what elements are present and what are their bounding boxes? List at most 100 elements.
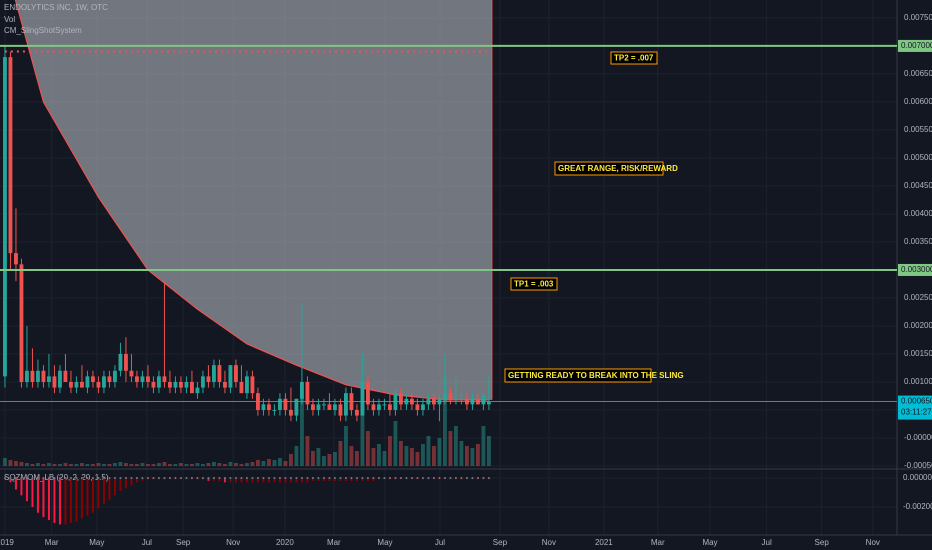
volume-bar	[47, 463, 51, 466]
x-tick-label: Jul	[435, 538, 445, 547]
squeeze-dot	[487, 476, 490, 479]
squeeze-dot	[185, 476, 188, 479]
candle-body	[316, 404, 321, 410]
indicator-name: CM_SlingShotSystem	[4, 26, 82, 35]
y-tick-label: -0.000000	[904, 433, 932, 442]
volume-bar	[118, 462, 123, 466]
volume-bar	[377, 444, 381, 466]
squeeze-dot	[218, 476, 221, 479]
candle-body	[25, 370, 29, 382]
oscillator-bar	[14, 477, 17, 490]
oscillator-bar	[20, 477, 23, 496]
volume-bar	[448, 431, 453, 466]
candle-body	[305, 381, 310, 405]
volume-bar	[481, 426, 486, 466]
x-tick-label: 2021	[595, 538, 613, 547]
y-tick-label: 0.001000	[904, 377, 932, 386]
oscillator-bar	[86, 477, 89, 516]
x-tick-label: Sep	[815, 538, 830, 547]
squeeze-dot	[339, 476, 342, 479]
squeeze-dot	[157, 476, 160, 479]
oscillator-bar	[229, 477, 232, 483]
volume-bar	[30, 464, 35, 466]
candle-body	[91, 376, 95, 382]
candle-body	[19, 264, 24, 382]
oscillator-bar	[267, 477, 270, 483]
volume-bar	[206, 463, 211, 466]
volume-bar	[256, 460, 260, 466]
squeeze-dot	[212, 476, 215, 479]
candle-body	[201, 376, 205, 388]
oscillator-bar	[223, 477, 226, 483]
candle-body	[366, 381, 370, 405]
x-tick-label: Sep	[493, 538, 508, 547]
candle-body	[41, 370, 46, 382]
volume-bar	[228, 462, 233, 466]
squeeze-dot	[328, 476, 331, 479]
squeeze-dot	[476, 476, 479, 479]
squeeze-dot	[289, 476, 292, 479]
squeeze-dot	[317, 476, 320, 479]
squeeze-dot	[421, 476, 424, 479]
candle-body	[344, 393, 348, 416]
squeeze-dot	[223, 476, 226, 479]
candle-body	[58, 370, 62, 388]
volume-bar	[217, 463, 222, 466]
oscillator-bar	[69, 477, 72, 523]
candle-body	[118, 353, 123, 371]
volume-bar	[162, 462, 167, 466]
oscillator-bar	[372, 477, 375, 481]
oscillator-bar	[311, 477, 314, 481]
squeeze-dot	[124, 476, 127, 479]
volume-bar	[464, 446, 469, 466]
squeeze-dot	[3, 476, 6, 479]
volume-bar	[443, 376, 447, 466]
volume-bar	[426, 436, 431, 466]
squeeze-dot	[207, 476, 210, 479]
target-label-box	[898, 263, 932, 276]
annotation: TP2 = .007	[614, 54, 654, 63]
volume-bar	[404, 446, 409, 466]
volume-bar	[410, 448, 414, 466]
candle-body	[239, 381, 244, 394]
squeeze-dot	[471, 476, 474, 479]
volume-bar	[388, 436, 392, 466]
volume-bar	[261, 461, 266, 466]
candle-body	[47, 376, 51, 382]
candle-body	[96, 381, 101, 388]
volume-bar	[294, 446, 299, 466]
oscillator-bar	[25, 477, 28, 502]
volume-bar	[135, 464, 139, 466]
annotation-box	[504, 368, 652, 383]
candle-body	[267, 404, 271, 410]
squeeze-dot	[97, 476, 100, 479]
x-tick-label: Sep	[176, 538, 191, 547]
volume-bar	[190, 464, 194, 466]
volume-bar	[201, 464, 205, 466]
squeeze-dot	[69, 476, 72, 479]
squeeze-dot	[361, 476, 364, 479]
candle-body	[124, 353, 128, 371]
candle-body	[212, 365, 216, 382]
squeeze-dot	[25, 476, 28, 479]
squeeze-dot	[201, 476, 204, 479]
candle-body	[481, 395, 486, 405]
price-pane	[3, 0, 493, 466]
squeeze-dot	[465, 476, 468, 479]
squeeze-dot	[75, 476, 78, 479]
volume-bar	[459, 441, 464, 466]
volume-bar	[278, 458, 282, 466]
squeeze-dot	[31, 476, 34, 479]
oscillator-bar	[130, 477, 133, 486]
volume-bar	[272, 460, 277, 466]
candle-body	[360, 381, 365, 416]
target-label-box	[898, 39, 932, 52]
candle-body	[85, 376, 90, 388]
candle-body	[278, 398, 282, 410]
volume-bar	[146, 464, 150, 466]
volume-bar	[322, 456, 326, 466]
oscillator-bar	[102, 477, 105, 505]
